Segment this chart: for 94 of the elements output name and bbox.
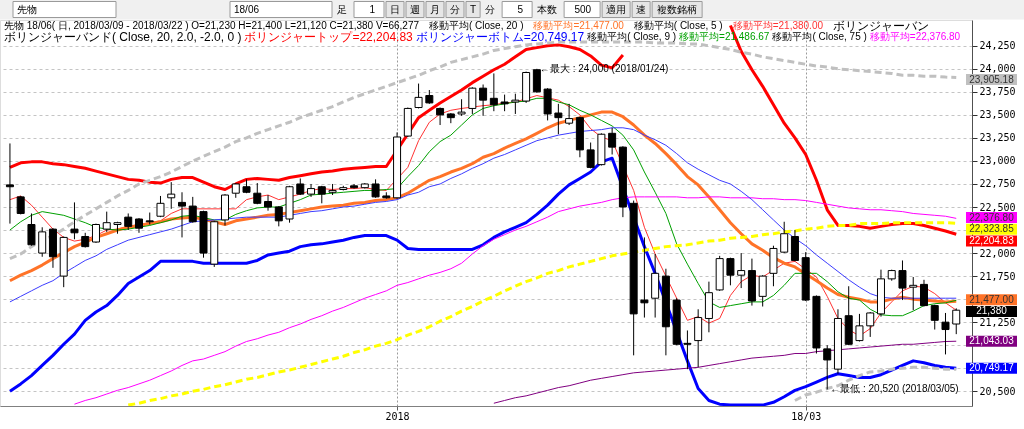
data-label: 23,905.18: [969, 73, 1015, 85]
text: 複数銘柄: [657, 3, 698, 15]
candlestick: [511, 93, 520, 115]
candlestick: [909, 276, 918, 311]
data-label: 22,204.83: [969, 234, 1015, 246]
candlestick: [178, 191, 186, 238]
text: 500: [574, 3, 592, 15]
candlestick: [70, 201, 79, 240]
candlestick: [930, 304, 939, 331]
candlestick: [554, 103, 563, 135]
candlestick: [5, 142, 14, 225]
candlestick: [586, 142, 595, 169]
candlestick: [371, 178, 380, 199]
y-tick-label: 23,500: [979, 109, 1016, 121]
annotation: 移動平均( Close, 9 ): [587, 31, 677, 42]
text: 21,380: [976, 305, 1008, 317]
candlestick: [683, 329, 692, 370]
candlestick: [855, 313, 864, 343]
line-series: [126, 221, 958, 406]
candlestick: [479, 83, 488, 117]
text: ボリンジャートップ=22,204.83: [244, 30, 414, 44]
candlestick: [188, 196, 197, 224]
candlestick: [436, 107, 445, 126]
text: 移動平均=21,380.00: [732, 19, 824, 31]
text: 5: [517, 3, 524, 15]
text: T: [470, 3, 477, 15]
y-tick-label: 20,500: [979, 385, 1016, 397]
candlestick: [274, 205, 283, 227]
candlestick: [307, 183, 316, 198]
text: 18/06: [234, 3, 260, 15]
data-label: 21,043.03: [969, 335, 1015, 347]
candlestick: [866, 311, 875, 338]
text: 1: [369, 3, 376, 15]
candlestick: [167, 181, 176, 210]
candlestick: [919, 279, 928, 308]
y-tick-label: 21,250: [979, 316, 1016, 328]
data-label: 22,323.85: [969, 223, 1015, 235]
text: 分: [485, 3, 496, 15]
text: 速: [636, 3, 647, 15]
annotation: ボリンジャーバンド( Close, 20, 2.0, -2.0, 0 ): [4, 30, 242, 44]
candlestick: [565, 103, 574, 126]
candlestick: [640, 236, 649, 319]
annotation: 移動平均( Close, 5 ): [633, 19, 723, 31]
candlestick: [489, 72, 498, 112]
line-series: [493, 340, 957, 404]
candlestick: [941, 312, 950, 355]
candlestick: [952, 307, 961, 335]
annotation: 移動平均( Close, 20 ): [429, 19, 524, 31]
x-tick-label: 18/03: [791, 410, 822, 422]
y-tick-label: 21,750: [979, 270, 1016, 282]
candlestick: [27, 212, 36, 247]
y-tick-label: 22,750: [979, 178, 1016, 190]
candlestick: [414, 83, 423, 109]
y-tick-label: 23,250: [979, 132, 1016, 144]
text: 適用: [606, 3, 627, 15]
annotation: ←最大 : 24,000 (2018/01/24): [539, 62, 669, 74]
text: ボリンジャーボトム=20,749.17: [415, 30, 585, 44]
candlestick: [780, 221, 789, 254]
candlestick: [102, 211, 111, 233]
text: 月: [430, 3, 440, 15]
x-tick-label: 2018: [385, 410, 410, 422]
data-label: 22,376.80: [969, 211, 1015, 223]
candlestick: [726, 257, 735, 286]
text: 日: [390, 3, 400, 15]
candlestick: [823, 344, 832, 390]
candlestick: [790, 229, 799, 262]
candlestick: [264, 194, 273, 212]
y-tick-label: 23,750: [979, 86, 1016, 98]
candlestick: [694, 308, 703, 368]
chart-title: 先物 18/06( 日, 2018/03/09 - 2018/03/22 ) O=21,230 H=21,400 L=21,120 C=21,380 V=66,277: [4, 19, 420, 31]
text: 移動平均=21,477.00: [533, 19, 625, 31]
candlestick: [737, 252, 746, 289]
text: 移動平均=22,376.80: [869, 31, 961, 42]
text: 分: [450, 3, 460, 15]
text: 週: [410, 3, 420, 15]
candlestick: [758, 274, 767, 308]
data-label: 20,749.17: [969, 362, 1015, 374]
y-tick-label: 22,500: [979, 201, 1016, 213]
annotation: 移動平均( Close, 75 ): [772, 31, 867, 42]
line-series: [73, 196, 957, 405]
annotation: ボリンジャーバン: [833, 18, 929, 33]
candlestick: [468, 86, 477, 115]
candlestick: [608, 127, 617, 155]
y-tick-label: 24,000: [979, 63, 1016, 75]
data-label: 21,477.00: [969, 293, 1015, 305]
y-tick-label: 24,250: [979, 40, 1016, 52]
candlestick: [898, 259, 907, 301]
candlestick: [38, 226, 47, 258]
text: 先物: [17, 3, 37, 15]
annotation: ←最低 : 20,520 (2018/03/05): [830, 383, 959, 395]
y-tick-label: 22,000: [979, 247, 1016, 259]
y-tick-label: 23,000: [979, 155, 1016, 167]
text: 足: [337, 3, 347, 15]
text: 本数: [537, 3, 558, 15]
